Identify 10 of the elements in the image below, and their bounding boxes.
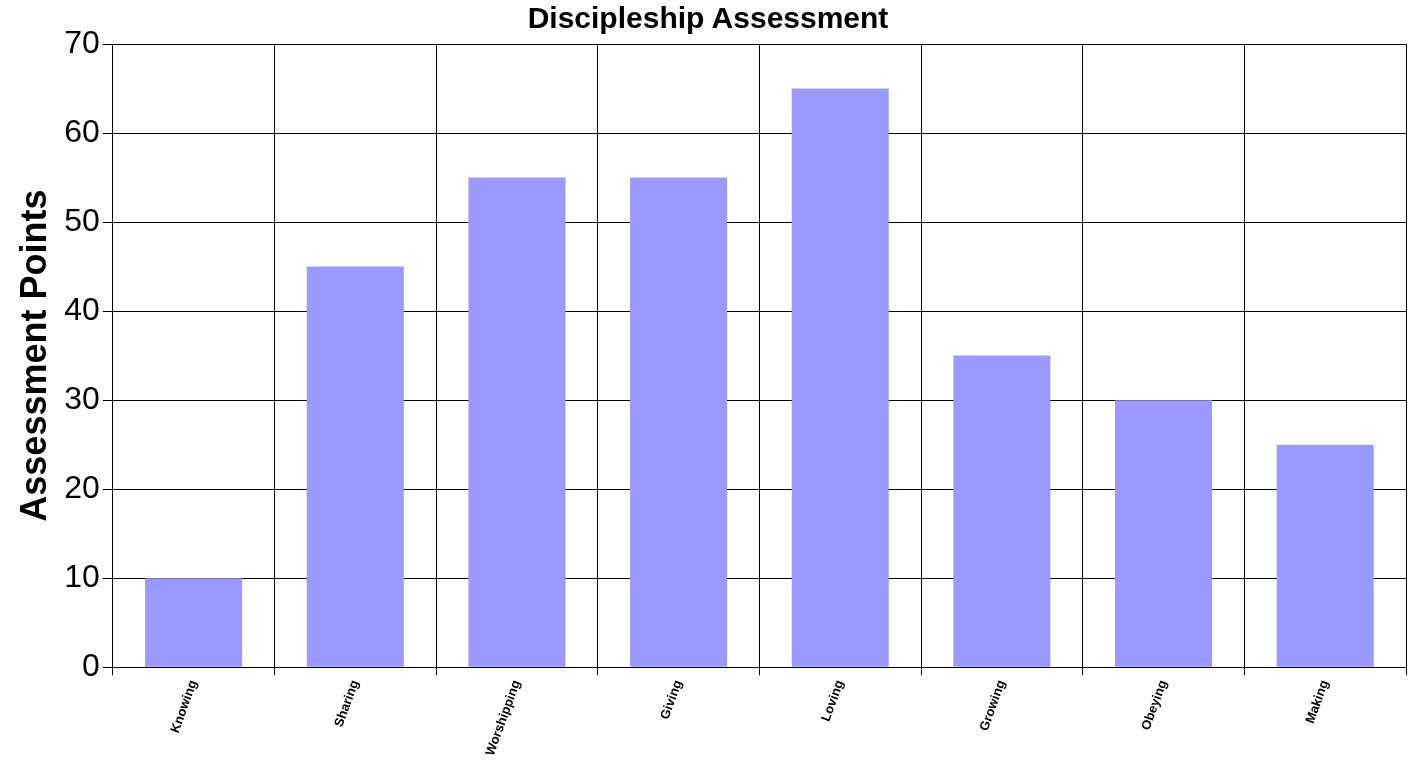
y-tick-label: 30 [64, 379, 100, 416]
y-tick-label: 70 [64, 23, 100, 60]
y-tick-label: 60 [64, 112, 100, 149]
y-tick-label: 40 [64, 290, 100, 327]
y-tick-label: 20 [64, 469, 100, 505]
y-tick-label: 10 [64, 558, 100, 595]
y-tick-label: 50 [64, 201, 100, 238]
chart-title: Discipleship Assessment [527, 1, 889, 35]
y-tick-label: 0 [82, 647, 100, 684]
y-axis-title: Assessment Points [12, 189, 54, 522]
